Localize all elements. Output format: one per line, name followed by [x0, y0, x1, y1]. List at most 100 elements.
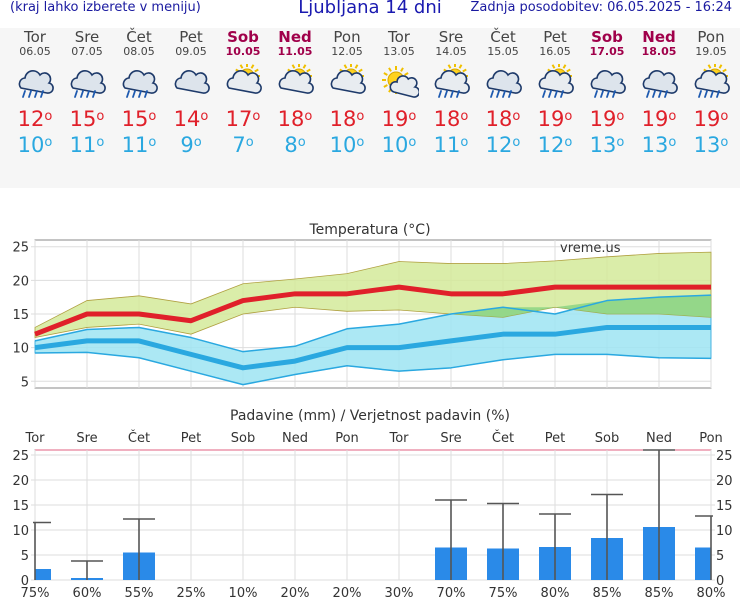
day-name: Sob [591, 28, 623, 46]
y-tick-label-right: 20 [716, 474, 733, 489]
precip-range-whisker [487, 502, 519, 580]
precip-probability: 30% [385, 586, 414, 600]
precip-probability: 85% [645, 586, 674, 600]
precip-probability: 80% [541, 586, 570, 600]
partly-sunny-icon [278, 64, 314, 94]
location-menu-hint[interactable]: (kraj lahko izberete v meniju) [10, 0, 201, 15]
day-name: Sre [74, 28, 100, 46]
min-temperature: 10o [381, 133, 417, 157]
min-temperature: 13o [589, 133, 625, 157]
min-temperature-line [34, 324, 711, 371]
precip-range-whisker [71, 560, 103, 580]
precip-day-label: Ned [646, 431, 672, 446]
day-name: Čet [126, 28, 152, 46]
max-temperature: 19o [693, 107, 729, 131]
day-date: 19.05 [695, 45, 727, 58]
max-temperature: 19o [537, 107, 573, 131]
min-temperature: 12o [485, 133, 521, 157]
max-temperature: 19o [641, 107, 677, 131]
min-temperature: 13o [641, 133, 677, 157]
rain-cloud-icon [590, 70, 626, 98]
precip-probability: 10% [229, 586, 258, 600]
day-column: Ned 11.05 18o 8o [269, 28, 321, 158]
day-column: Sob 10.05 17o 7o [217, 28, 269, 158]
day-column: Pon 12.05 18o 10o [321, 28, 373, 158]
precip-day-label: Pon [335, 431, 359, 446]
precip-probability: 25% [177, 586, 206, 600]
day-date: 06.05 [19, 45, 51, 58]
day-column: Tor 06.05 12o 10o [9, 28, 61, 158]
sun-rain-icon [538, 64, 574, 98]
day-name: Ned [642, 28, 676, 46]
precip-day-label: Čet [492, 430, 514, 446]
precip-bar [35, 569, 51, 580]
y-tick-label: 20 [12, 274, 29, 289]
day-column: Čet 08.05 15o 11o [113, 28, 165, 158]
daily-forecast-strip: Tor 06.05 12o 10o Sre 07.05 15o 11o Čet 08.05 15o 1… [0, 28, 740, 188]
min-temperature: 13o [693, 133, 729, 157]
precipitation-chart-title: Padavine (mm) / Verjetnost padavin (%) [230, 408, 510, 424]
day-name: Pet [543, 28, 567, 46]
day-date: 12.05 [331, 45, 363, 58]
day-date: 09.05 [175, 45, 207, 58]
precip-day-label: Čet [128, 430, 150, 446]
y-tick-label-right: 25 [716, 449, 733, 464]
rain-cloud-icon [70, 70, 106, 98]
max-temperature: 14o [173, 107, 209, 131]
y-tick-label: 10 [12, 342, 29, 357]
min-temperature-range-upper-line [34, 294, 712, 353]
day-column: Tor 13.05 19o 10o [373, 28, 425, 158]
precip-range-whisker [123, 518, 155, 580]
day-name: Ned [278, 28, 312, 46]
y-tick-label-right: 5 [716, 549, 724, 564]
day-column: Čet 15.05 18o 12o [477, 28, 529, 158]
day-column: Pet 09.05 14o 9o [165, 28, 217, 158]
precip-probability: 60% [73, 586, 102, 600]
precip-probability: 20% [281, 586, 310, 600]
day-name: Tor [388, 28, 410, 46]
y-tick-label: 15 [12, 308, 29, 323]
max-temperature: 18o [485, 107, 521, 131]
temperature-chart-title: Temperatura (°C) [308, 222, 430, 238]
precip-probability: 80% [697, 586, 726, 600]
day-name: Sre [438, 28, 464, 46]
y-tick-label-left: 5 [21, 549, 29, 564]
precip-day-label: Pon [699, 431, 723, 446]
day-name: Čet [490, 28, 516, 46]
min-temperature: 9o [180, 133, 202, 157]
max-temperature: 18o [329, 107, 365, 131]
precip-day-label: Sre [76, 431, 97, 446]
precip-day-label: Pet [545, 431, 565, 446]
precip-range-whisker [435, 499, 467, 580]
y-tick-label-right: 10 [716, 524, 733, 539]
precip-probability: 70% [437, 586, 466, 600]
y-tick-label-left: 10 [12, 524, 29, 539]
precip-range-whisker [33, 521, 51, 580]
day-date: 18.05 [641, 45, 677, 58]
day-date: 10.05 [225, 45, 261, 58]
precip-day-label: Tor [24, 431, 45, 446]
y-tick-label-left: 20 [12, 474, 29, 489]
day-name: Pon [697, 28, 725, 46]
max-temperature: 12o [17, 107, 53, 131]
y-tick-label-left: 25 [12, 449, 29, 464]
y-tick-label-left: 15 [12, 499, 29, 514]
day-name: Tor [24, 28, 46, 46]
day-column: Sre 07.05 15o 11o [61, 28, 113, 158]
y-tick-label-left: 0 [21, 574, 29, 589]
max-temperature: 19o [589, 107, 625, 131]
y-tick-label: 25 [12, 241, 29, 256]
precip-bar [695, 547, 711, 580]
max-temperature: 19o [381, 107, 417, 131]
rain-cloud-icon [642, 70, 678, 98]
precip-range-whisker [539, 513, 571, 580]
min-temperature: 8o [284, 133, 306, 157]
precip-day-label: Sob [231, 431, 255, 446]
max-temperature: 17o [225, 107, 261, 131]
day-date: 08.05 [123, 45, 155, 58]
max-temperature: 15o [69, 107, 105, 131]
precip-probability: 20% [333, 586, 362, 600]
precip-day-label: Ned [282, 431, 308, 446]
precip-range-whisker [643, 449, 675, 580]
